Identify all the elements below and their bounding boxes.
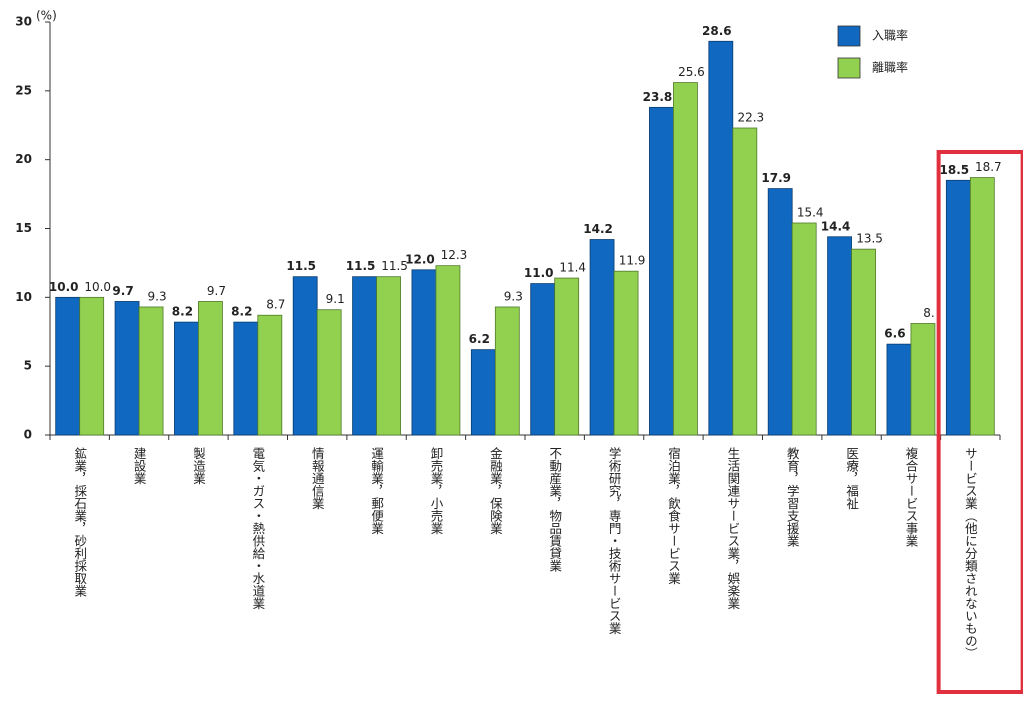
bar [851, 248, 876, 436]
x-tick-label: 鉱業，採石業，砂利採取業 [72, 446, 87, 597]
x-tick-label: 運輸業，郵便業 [369, 447, 384, 535]
x-tick-label: 金融業，保険業 [488, 446, 503, 535]
x-tick-label: 医療，福祉 [844, 447, 859, 510]
x-tick-label: 生活関連サービス業，娯楽業 [725, 447, 740, 610]
bar [233, 321, 259, 436]
value-label: 11.0 [524, 266, 554, 280]
bar [198, 301, 223, 436]
bar [791, 222, 817, 436]
bar [969, 177, 995, 436]
value-label: 18.7 [975, 160, 1002, 174]
bar [767, 188, 793, 436]
value-label: 14.2 [583, 222, 613, 236]
x-tick-label: 宿泊業，飲食サービス業 [666, 446, 681, 585]
legend-label: 入職率 [872, 28, 908, 43]
bar [174, 321, 199, 436]
value-label: 10.0 [49, 280, 79, 294]
x-tick-label: 教育，学習支援業 [785, 446, 800, 547]
value-label: 11.5 [346, 259, 376, 273]
value-label: 23.8 [643, 90, 673, 104]
y-tick-label: 20 [15, 152, 32, 166]
value-label: 9.1 [326, 292, 345, 306]
value-label: 13.5 [856, 232, 883, 246]
value-label: 6.2 [469, 332, 490, 346]
y-tick-label: 25 [15, 83, 32, 97]
value-label: 8.2 [172, 305, 193, 319]
bar [352, 276, 377, 436]
bar [613, 270, 639, 436]
x-tick-label: 不動産業，物品賃貸業 [547, 447, 562, 572]
legend-label: 離職率 [872, 60, 908, 75]
bar [114, 301, 140, 436]
bar [79, 296, 105, 436]
value-label: 9.7 [112, 284, 133, 298]
y-tick-label: 10 [15, 290, 32, 304]
value-label: 10.0 [84, 280, 111, 294]
value-label: 22.3 [737, 111, 764, 125]
bar [138, 306, 164, 436]
value-label: 12.0 [405, 252, 435, 266]
bar [708, 40, 734, 436]
bar [316, 309, 342, 436]
x-tick-label: 製造業 [191, 447, 206, 485]
value-label: 18.5 [940, 163, 970, 177]
x-tick-label: 複合サービス事業 [903, 446, 918, 547]
x-tick-label: 電気・ガス・熱供給・水道業 [250, 447, 265, 610]
bar [530, 283, 556, 436]
x-tick-label: 建設業 [132, 447, 147, 485]
bar [945, 179, 971, 436]
bar [55, 296, 81, 436]
value-label: 9.3 [504, 289, 523, 303]
value-label: 11.9 [619, 254, 646, 268]
bar [411, 269, 437, 436]
bar [589, 239, 615, 436]
value-label: 11.4 [559, 261, 586, 275]
bar [910, 323, 936, 436]
bar [435, 265, 461, 436]
bar [554, 277, 580, 436]
y-tick-label: 30 [15, 15, 32, 29]
value-label: 12.3 [441, 248, 468, 262]
x-tick-label: サービス業（他に分類されないもの） [963, 447, 978, 660]
bar [732, 127, 758, 436]
value-label: 11.5 [381, 259, 408, 273]
x-tick-label: 卸売業，小売業 [428, 446, 443, 535]
legend-swatch [837, 57, 861, 79]
value-label: 28.6 [702, 24, 732, 38]
value-label: 11.5 [286, 259, 316, 273]
y-tick-label: 0 [24, 428, 32, 442]
value-label: 6.6 [884, 327, 905, 341]
bar [257, 314, 283, 436]
x-tick-label: 情報通信業 [310, 447, 325, 510]
bar [470, 349, 496, 436]
value-label: 25.6 [678, 65, 705, 79]
bar [649, 106, 674, 436]
value-label: 15.4 [797, 205, 824, 219]
legend-swatch [837, 25, 861, 47]
y-tick-label: 5 [24, 359, 32, 373]
bar [376, 276, 401, 436]
y-unit: (%) [36, 9, 57, 23]
x-tick-label: 学術研究，専門・技術サービス業 [607, 446, 622, 635]
bar [292, 276, 318, 436]
bar [673, 82, 698, 436]
value-label: 14.4 [821, 219, 851, 233]
y-tick-label: 15 [15, 221, 32, 235]
bar [886, 343, 912, 436]
bar [494, 306, 520, 436]
value-label: 17.9 [761, 171, 791, 185]
value-label: 8. [923, 306, 934, 320]
value-label: 8.7 [266, 298, 285, 312]
bar [827, 236, 852, 436]
value-label: 8.2 [231, 305, 252, 319]
value-label: 9.7 [207, 284, 226, 298]
value-label: 9.3 [148, 289, 167, 303]
